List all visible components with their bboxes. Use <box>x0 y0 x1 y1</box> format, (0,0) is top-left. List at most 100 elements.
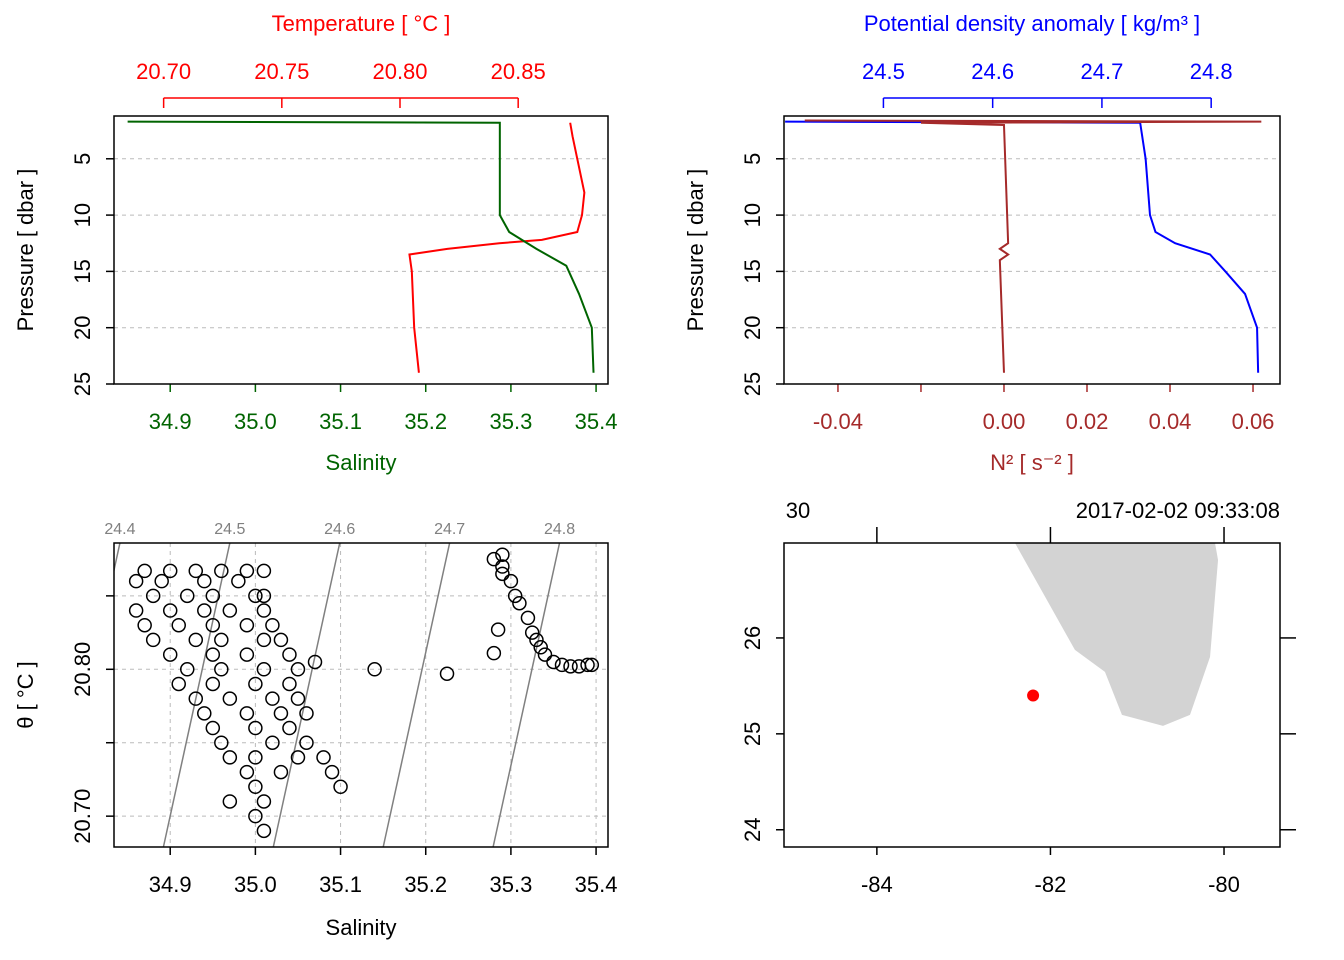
data-point <box>520 610 536 626</box>
isopycnal <box>382 543 451 847</box>
data-point <box>239 617 255 633</box>
y-tick-label: 20.80 <box>70 642 95 697</box>
data-point <box>205 720 221 736</box>
x-tick-label: -0.04 <box>813 409 863 434</box>
data-point <box>256 632 272 648</box>
x-tick-label: 35.2 <box>404 872 447 897</box>
x2-tick-label: 24.5 <box>862 59 905 84</box>
data-point <box>205 647 221 662</box>
data-point <box>239 764 255 780</box>
data-point <box>128 573 144 589</box>
data-point <box>256 563 272 579</box>
data-point <box>529 632 544 648</box>
data-point <box>214 563 229 579</box>
y-tick-label: 25 <box>740 722 765 746</box>
data-point <box>214 632 229 648</box>
data-point <box>333 779 348 795</box>
x-tick-label: 0.04 <box>1149 409 1192 434</box>
data-point <box>205 588 221 604</box>
data-point <box>307 654 323 670</box>
data-point <box>145 588 161 604</box>
data-point <box>154 573 169 589</box>
y-tick-label: 20 <box>70 315 95 339</box>
data-point <box>290 691 306 706</box>
data-point <box>197 603 212 618</box>
isopycnal-label: 24.4 <box>104 521 135 538</box>
top-label: 2017-02-02 09:33:08 <box>1076 498 1280 523</box>
data-point <box>490 622 506 637</box>
data-point <box>248 676 263 692</box>
data-point <box>239 563 255 579</box>
data-point <box>282 720 297 736</box>
x2-tick-label: 20.85 <box>491 59 546 84</box>
x2-tick-label: 24.8 <box>1190 59 1233 84</box>
data-point <box>290 662 306 677</box>
data-point <box>256 603 272 618</box>
data-point <box>248 779 263 795</box>
station <box>1027 689 1040 702</box>
data-point <box>282 647 297 662</box>
data-point <box>324 764 340 780</box>
x-tick-label: 35.4 <box>575 409 618 434</box>
y-tick-label: 24 <box>740 817 765 841</box>
x2-tick-label: 24.6 <box>971 59 1014 84</box>
data-point <box>248 750 263 765</box>
plot-frame <box>783 115 1281 385</box>
data-point <box>248 808 263 824</box>
data-point <box>299 735 314 750</box>
data-point <box>256 588 272 604</box>
data-point <box>486 551 502 567</box>
data-point <box>273 632 289 648</box>
isopycnals <box>114 543 561 847</box>
data-point <box>205 676 221 692</box>
data-point <box>137 617 152 633</box>
data-point <box>273 764 289 780</box>
plot-frame <box>113 115 609 385</box>
data-point <box>265 691 280 706</box>
y-tick-label: 5 <box>740 153 765 165</box>
data-point <box>222 691 238 706</box>
x-axis-label: N² [ s⁻² ] <box>990 450 1074 475</box>
data-point <box>299 706 314 721</box>
y-tick-label: 10 <box>740 203 765 227</box>
data-point <box>214 735 229 750</box>
data-point <box>188 691 204 706</box>
x-tick-label: 34.9 <box>149 409 192 434</box>
coastline <box>1014 543 1219 726</box>
x-tick-label: 35.3 <box>489 409 532 434</box>
y-tick-label: 25 <box>70 372 95 396</box>
data-point <box>222 794 238 809</box>
data-point <box>563 659 578 674</box>
data-point <box>512 595 527 611</box>
y-tick-label: 26 <box>740 626 765 650</box>
y-axis-label: Pressure [ dbar ] <box>13 169 38 332</box>
data-point <box>128 603 144 618</box>
x-tick-label: -82 <box>1035 872 1067 897</box>
profile-line <box>408 122 586 373</box>
y-tick-label: 10 <box>70 203 95 227</box>
y-axis-label: θ [ °C ] <box>13 661 38 728</box>
y-tick-label: 25 <box>740 372 765 396</box>
data-point <box>248 720 263 736</box>
data-point <box>162 563 178 579</box>
plot-frame <box>783 542 1281 848</box>
data-point <box>188 563 204 579</box>
data-point <box>290 750 306 765</box>
data-point <box>256 823 272 839</box>
y-tick-label: 5 <box>70 153 95 165</box>
data-point <box>265 617 280 633</box>
data-point <box>439 666 455 681</box>
x-tick-label: 35.4 <box>575 872 618 897</box>
x-tick-label: 0.02 <box>1066 409 1109 434</box>
data-point <box>282 676 297 692</box>
data-point <box>137 563 152 579</box>
data-point <box>256 794 272 809</box>
isopycnal <box>492 543 561 847</box>
data-point <box>524 625 540 640</box>
x2-axis-label: Temperature [ °C ] <box>272 11 451 36</box>
y-tick-label: 15 <box>740 259 765 283</box>
data-point <box>205 617 221 633</box>
data-point <box>179 588 195 604</box>
isopycnal-label: 24.6 <box>324 521 355 538</box>
